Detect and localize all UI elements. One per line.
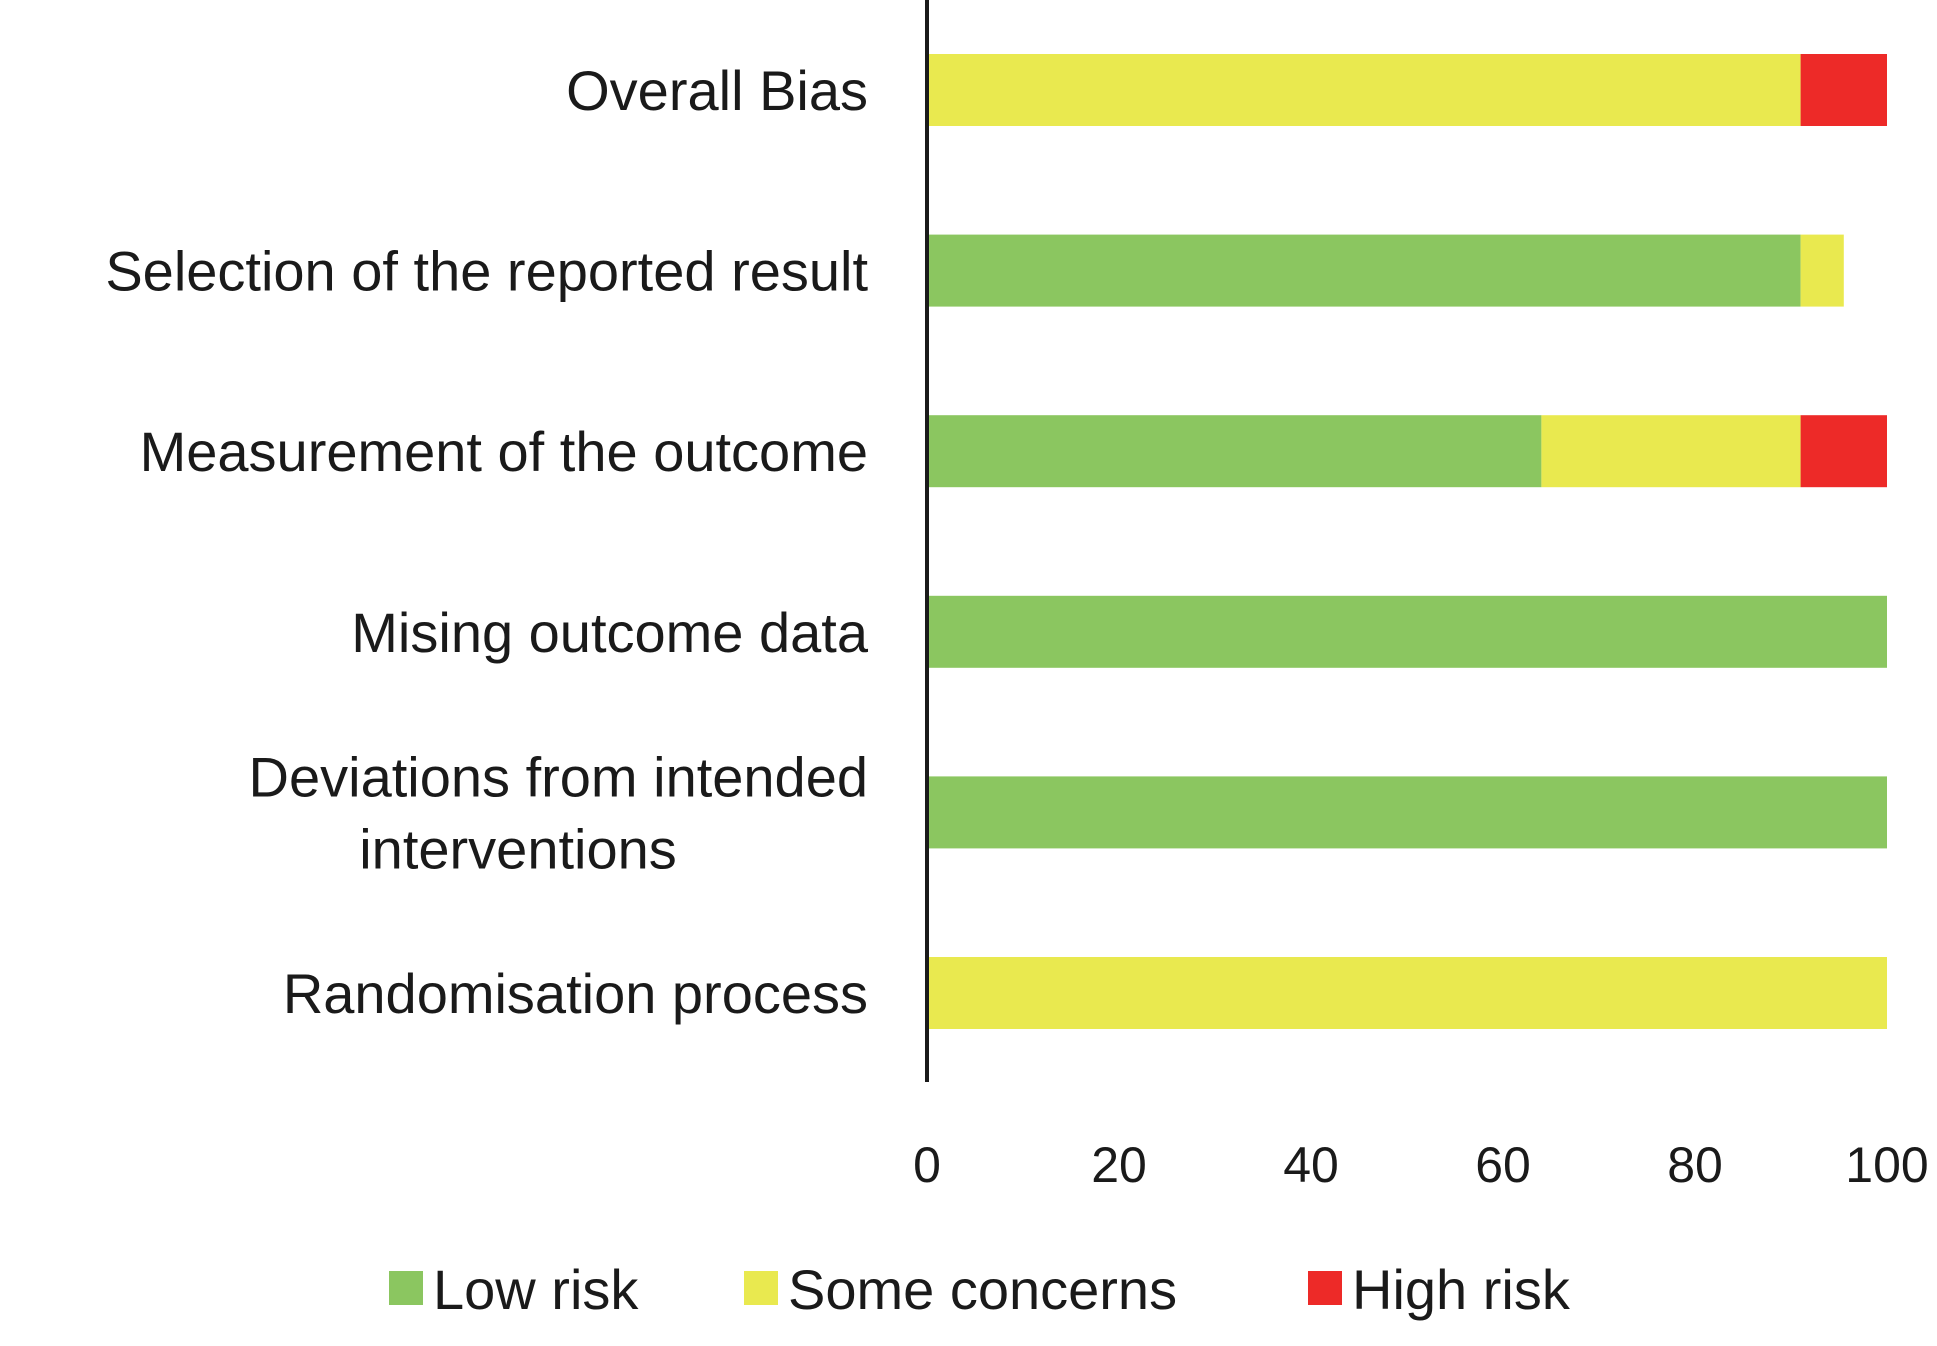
bar-segment-some-concerns xyxy=(1541,415,1801,488)
category-label: Selection of the reported result xyxy=(105,240,868,303)
legend-label: High risk xyxy=(1352,1258,1571,1321)
legend-swatch xyxy=(1308,1271,1342,1305)
bar-segment-low-risk xyxy=(927,595,1887,668)
legend-swatch xyxy=(744,1271,778,1305)
legend: Low risk Some concerns High risk xyxy=(389,1258,1571,1321)
x-tick-label: 20 xyxy=(1091,1137,1147,1193)
x-axis-ticks: 0 20 40 60 80 100 xyxy=(913,1137,1929,1193)
category-label: Randomisation process xyxy=(283,962,868,1025)
bars xyxy=(927,54,1887,1029)
category-label: Overall Bias xyxy=(566,59,868,122)
bar-segment-low-risk xyxy=(927,776,1887,849)
bar-segment-high-risk xyxy=(1800,415,1887,488)
bar-segment-some-concerns xyxy=(927,54,1801,126)
bar-segment-low-risk xyxy=(927,234,1801,307)
bar-segment-high-risk xyxy=(1800,54,1887,126)
x-tick-label: 80 xyxy=(1667,1137,1723,1193)
category-label: Measurement of the outcome xyxy=(140,420,868,483)
legend-label: Low risk xyxy=(433,1258,639,1321)
x-tick-label: 100 xyxy=(1845,1137,1928,1193)
category-label: Deviations from intended xyxy=(249,745,868,808)
category-label: Mising outcome data xyxy=(351,601,869,664)
category-label-line-2: interventions xyxy=(359,817,677,880)
x-tick-label: 60 xyxy=(1475,1137,1531,1193)
x-tick-label: 0 xyxy=(913,1137,941,1193)
legend-label: Some concerns xyxy=(788,1258,1177,1321)
bar-segment-some-concerns xyxy=(927,957,1887,1029)
x-tick-label: 40 xyxy=(1283,1137,1339,1193)
category-labels: Overall Bias Selection of the reported re… xyxy=(105,59,869,1025)
bar-segment-low-risk xyxy=(927,415,1542,488)
legend-swatch xyxy=(389,1271,423,1305)
bar-segment-some-concerns xyxy=(1800,234,1844,307)
